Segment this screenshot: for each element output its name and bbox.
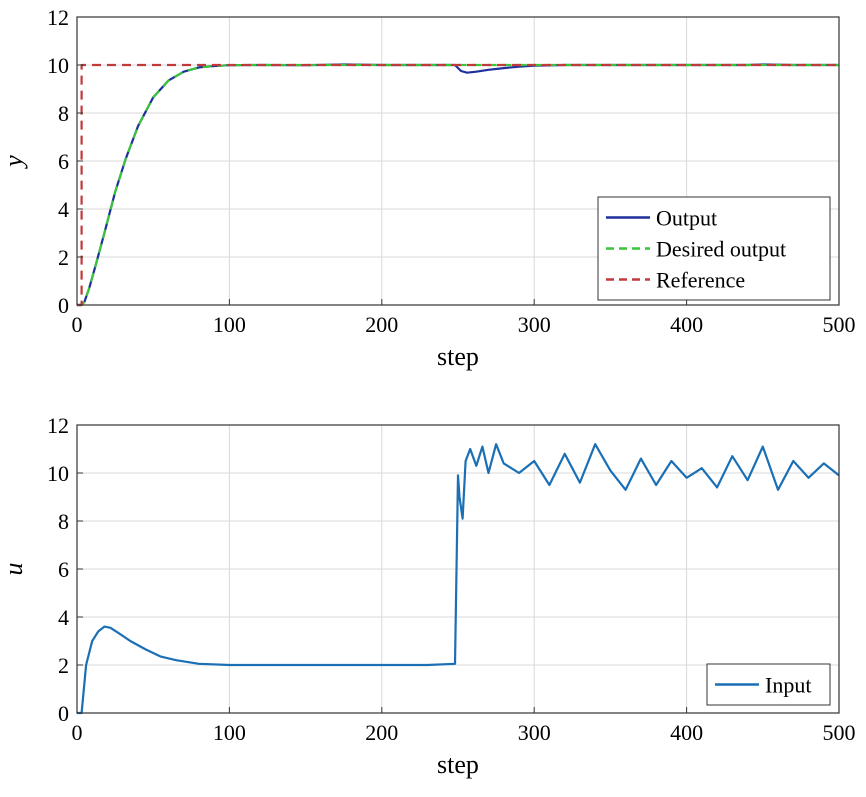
bottom-legend-label: Input: [765, 673, 811, 698]
top-y-axis-label: y: [0, 155, 28, 170]
top-legend-label: Output: [656, 206, 717, 231]
bottom-x-tick-label: 100: [213, 720, 246, 745]
top-x-tick-label: 0: [72, 312, 83, 337]
top-subplot: 0 100 200 300 400 500 0 2 4 6 8 10 12 step y Output…: [0, 5, 856, 371]
top-x-tick-label: 200: [365, 312, 398, 337]
top-legend-label: Reference: [656, 268, 745, 293]
top-y-ticks: 0 2 4 6 8 10 12: [47, 5, 83, 318]
top-y-tick-label: 4: [58, 197, 69, 222]
bottom-subplot: 0 100 200 300 400 500 0 2 4 6 8 10 12 step u Input: [0, 413, 856, 779]
top-legend: Output Desired output Reference: [597, 196, 831, 301]
top-y-tick-label: 0: [58, 293, 69, 318]
bottom-x-tick-label: 400: [670, 720, 703, 745]
top-x-tick-label: 300: [518, 312, 551, 337]
bottom-y-tick-label: 6: [58, 557, 69, 582]
bottom-x-tick-label: 200: [365, 720, 398, 745]
bottom-y-ticks: 0 2 4 6 8 10 12: [47, 413, 83, 726]
top-x-axis-label: step: [437, 342, 479, 371]
top-legend-label: Desired output: [656, 237, 786, 262]
top-y-tick-label: 8: [58, 101, 69, 126]
bottom-y-axis-label: u: [0, 563, 28, 576]
top-x-ticks: 0 100 200 300 400 500: [72, 299, 856, 337]
bottom-y-tick-label: 0: [58, 701, 69, 726]
top-y-tick-label: 2: [58, 245, 69, 270]
bottom-legend: Input: [706, 663, 831, 706]
top-x-tick-label: 100: [213, 312, 246, 337]
bottom-x-axis-label: step: [437, 750, 479, 779]
bottom-series-line-input: [77, 443, 840, 715]
top-y-tick-label: 10: [47, 53, 69, 78]
top-series-line-desired-output: [77, 63, 839, 307]
top-y-tick-label: 6: [58, 149, 69, 174]
bottom-x-tick-label: 500: [823, 720, 856, 745]
bottom-x-ticks: 0 100 200 300 400 500: [72, 707, 856, 745]
bottom-y-tick-label: 4: [58, 605, 69, 630]
bottom-x-tick-label: 300: [518, 720, 551, 745]
bottom-y-tick-label: 10: [47, 461, 69, 486]
bottom-y-tick-label: 8: [58, 509, 69, 534]
top-y-tick-label: 12: [47, 5, 69, 30]
top-x-tick-label: 400: [670, 312, 703, 337]
bottom-x-tick-label: 0: [72, 720, 83, 745]
top-x-tick-label: 500: [823, 312, 856, 337]
bottom-y-tick-label: 2: [58, 653, 69, 678]
bottom-y-tick-label: 12: [47, 413, 69, 438]
bottom-series: [77, 443, 840, 715]
